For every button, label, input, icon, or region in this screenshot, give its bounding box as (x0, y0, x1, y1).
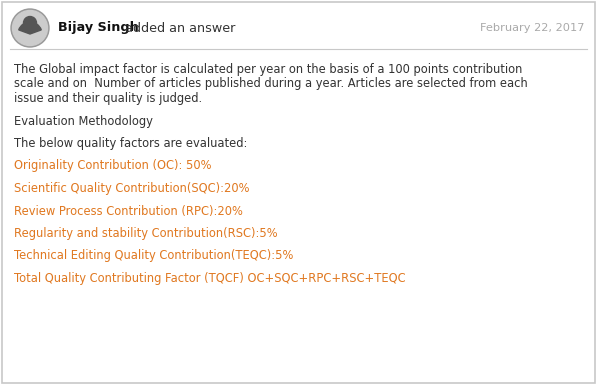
Text: Review Process Contribution (RPC):20%: Review Process Contribution (RPC):20% (14, 204, 243, 218)
Text: Scientific Quality Contribution(SQC):20%: Scientific Quality Contribution(SQC):20% (14, 182, 250, 195)
Text: added an answer: added an answer (121, 22, 235, 35)
Text: The Global impact factor is calculated per year on the basis of a 100 points con: The Global impact factor is calculated p… (14, 63, 522, 76)
Circle shape (11, 9, 49, 47)
Text: The below quality factors are evaluated:: The below quality factors are evaluated: (14, 137, 247, 150)
Text: Evaluation Methodology: Evaluation Methodology (14, 114, 153, 127)
Wedge shape (19, 22, 41, 34)
Text: Bijay Singh: Bijay Singh (58, 22, 139, 35)
Circle shape (13, 10, 48, 45)
Text: Technical Editing Quality Contribution(TEQC):5%: Technical Editing Quality Contribution(T… (14, 249, 293, 263)
Text: February 22, 2017: February 22, 2017 (481, 23, 585, 33)
Circle shape (23, 17, 36, 30)
Text: issue and their quality is judged.: issue and their quality is judged. (14, 92, 202, 105)
Text: Total Quality Contributing Factor (TQCF) OC+SQC+RPC+RSC+TEQC: Total Quality Contributing Factor (TQCF)… (14, 272, 405, 285)
Text: Originality Contribution (OC): 50%: Originality Contribution (OC): 50% (14, 159, 211, 172)
Text: Regularity and stability Contribution(RSC):5%: Regularity and stability Contribution(RS… (14, 227, 278, 240)
Text: scale and on  Number of articles published during a year. Articles are selected : scale and on Number of articles publishe… (14, 77, 528, 90)
